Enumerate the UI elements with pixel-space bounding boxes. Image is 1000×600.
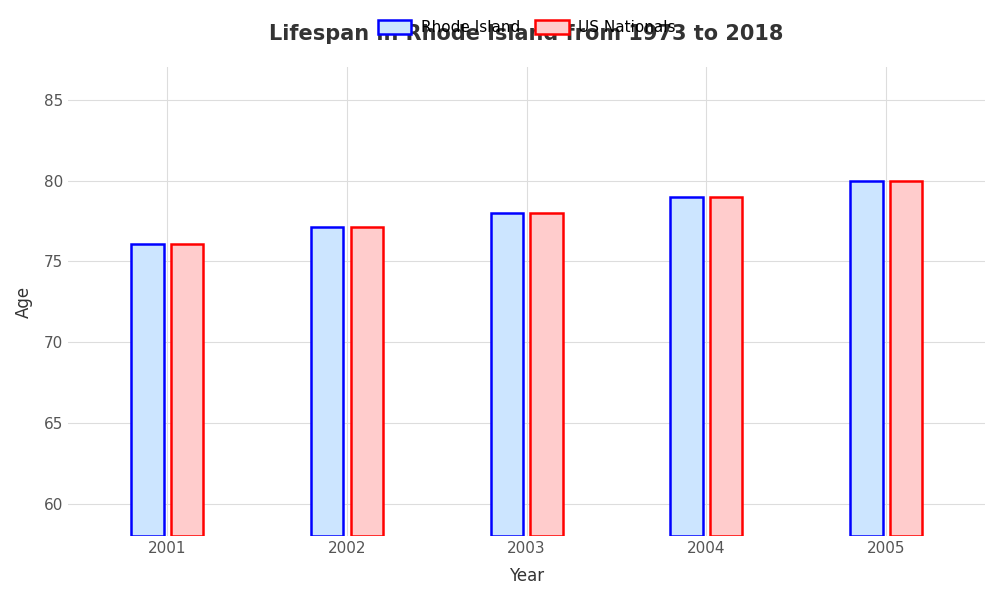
Bar (530, 213, 563, 536)
Bar (890, 181, 922, 536)
Bar (670, 197, 703, 536)
Legend: Rhode Island, US Nationals: Rhode Island, US Nationals (372, 14, 682, 41)
Bar (131, 244, 164, 536)
Y-axis label: Age: Age (15, 286, 33, 318)
Bar (171, 244, 203, 536)
Bar (351, 227, 383, 536)
X-axis label: Year: Year (509, 567, 544, 585)
Bar (491, 213, 523, 536)
Title: Lifespan in Rhode Island from 1973 to 2018: Lifespan in Rhode Island from 1973 to 20… (269, 23, 784, 44)
Bar (710, 197, 742, 536)
Bar (311, 227, 343, 536)
Bar (850, 181, 883, 536)
